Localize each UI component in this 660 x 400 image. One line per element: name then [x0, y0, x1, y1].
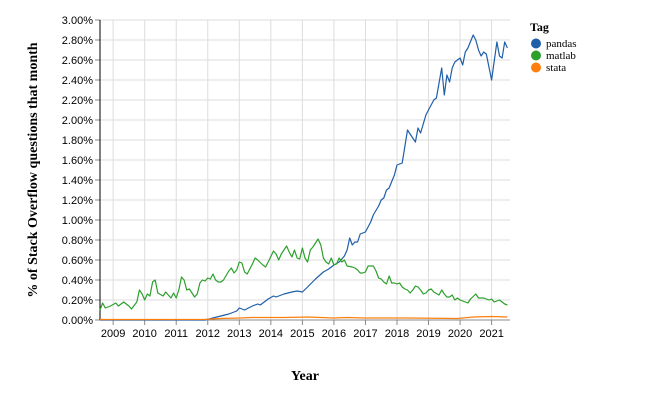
- legend-label-matlab: matlab: [546, 50, 576, 62]
- grid: [100, 19, 510, 321]
- y-tick-label: 2.60%: [62, 55, 93, 67]
- series-line-pandas: [100, 34, 508, 321]
- y-tick-label: 0.00%: [62, 315, 93, 327]
- series-line-stata: [99, 315, 508, 321]
- legend-label-stata: stata: [546, 62, 566, 74]
- y-tick-label: 0.20%: [62, 295, 93, 307]
- y-tick-label: 1.00%: [62, 215, 93, 227]
- x-tick-label: 2020: [448, 328, 472, 340]
- legend-symbol-matlab: [531, 50, 541, 61]
- x-axis-title: Year: [291, 369, 319, 384]
- series-lines: [99, 34, 508, 321]
- y-tick-label: 2.40%: [62, 75, 93, 87]
- y-tick-label: 1.40%: [62, 175, 93, 187]
- y-tick-label: 0.80%: [62, 235, 93, 247]
- x-tick-label: 2016: [322, 328, 346, 340]
- x-tick-label: 2017: [353, 328, 377, 340]
- series-line-matlab: [99, 238, 508, 311]
- legend-title: Tag: [530, 20, 549, 34]
- y-tick-label: 1.80%: [62, 135, 93, 147]
- y-tick-label: 1.20%: [62, 195, 93, 207]
- legend-symbol-stata: [531, 62, 541, 73]
- x-tick-label: 2015: [290, 328, 314, 340]
- x-tick-label: 2019: [416, 328, 440, 340]
- y-tick-label: 1.60%: [62, 155, 93, 167]
- y-tick-label: 0.40%: [62, 275, 93, 287]
- x-tick-label: 2012: [196, 328, 220, 340]
- x-tick-label: 2018: [385, 328, 409, 340]
- x-tick-label: 2010: [132, 328, 156, 340]
- x-tick-label: 2011: [164, 328, 188, 340]
- x-axis: 2009 2010 2011 2012 2013 2014 2015 2016 2017 2018…: [100, 319, 510, 340]
- legend-symbol-pandas: [531, 38, 541, 49]
- y-tick-label: 2.00%: [62, 115, 93, 127]
- y-tick-label: 3.00%: [62, 15, 93, 27]
- x-tick-label: 2021: [479, 328, 503, 340]
- y-tick-label: 2.80%: [62, 35, 93, 47]
- y-tick-label: 0.60%: [62, 255, 93, 267]
- x-tick-label: 2014: [259, 328, 283, 340]
- legend-label-pandas: pandas: [546, 38, 577, 50]
- y-axis: 0.00% 0.20% 0.40% 0.60% 0.80% 1.00% 1.20% 1.40%…: [62, 15, 101, 327]
- x-tick-label: 2009: [101, 328, 125, 340]
- x-tick-label: 2013: [227, 328, 251, 340]
- y-tick-label: 2.20%: [62, 95, 93, 107]
- y-axis-title: % of Stack Overflow questions that month: [26, 42, 41, 297]
